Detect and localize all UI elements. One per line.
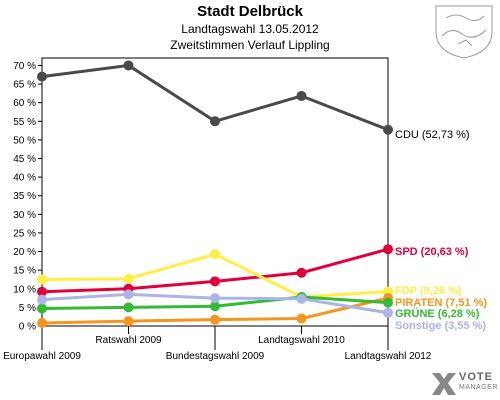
y-tick-label: 45 % xyxy=(13,154,36,165)
data-point-cdu xyxy=(123,60,134,71)
y-tick-label: 50 % xyxy=(13,135,36,146)
data-point-cdu xyxy=(210,116,220,127)
x-tick-label: Ratswahl 2009 xyxy=(95,335,162,346)
vote-manager-logo-icon: VOTE MANAGER xyxy=(430,369,498,397)
y-tick-label: 40 % xyxy=(13,173,36,184)
data-point-sonstige xyxy=(123,289,134,300)
y-tick-label: 30 % xyxy=(13,210,36,221)
data-point-cdu xyxy=(296,90,307,101)
x-tick-label: Bundestagswahl 2009 xyxy=(166,351,265,362)
y-tick-label: 55 % xyxy=(13,117,36,128)
y-tick-label: 15 % xyxy=(13,266,36,277)
data-point-sonstige xyxy=(383,307,393,318)
y-tick-label: 25 % xyxy=(13,228,36,239)
y-tick-label: 0 % xyxy=(19,322,36,333)
data-point-piraten xyxy=(123,316,134,327)
y-tick-label: 70 % xyxy=(13,61,36,72)
data-point-grüne xyxy=(37,303,47,314)
data-point-fdp xyxy=(210,249,220,260)
data-point-sonstige xyxy=(296,293,307,304)
y-tick-label: 10 % xyxy=(13,284,36,295)
data-point-grüne xyxy=(210,301,220,312)
chart-subtitle-2: Zweitstimmen Verlauf Lippling xyxy=(170,38,330,52)
data-point-fdp xyxy=(123,273,134,284)
series-label-spd: SPD (20,63 %) xyxy=(395,246,469,258)
y-tick-label: 5 % xyxy=(19,303,36,314)
x-tick-label: Europawahl 2009 xyxy=(3,351,81,362)
y-tick-label: 65 % xyxy=(13,80,36,91)
y-tick-label: 35 % xyxy=(13,191,36,202)
series-label-grüne: GRÜNE (6,28 %) xyxy=(395,307,480,320)
series-label-fdp: FDP (9,26 %) xyxy=(395,285,462,297)
data-point-grüne xyxy=(383,297,393,308)
series-label-sonstige: Sonstige (3,55 %) xyxy=(395,320,486,332)
data-point-piraten xyxy=(210,314,220,325)
watermark-brand-top: VOTE xyxy=(459,371,493,383)
data-point-cdu xyxy=(383,124,393,135)
series-label-cdu: CDU (52,73 %) xyxy=(395,129,470,141)
data-point-spd xyxy=(296,267,307,278)
data-point-fdp xyxy=(37,274,47,285)
chart-subtitle: Landtagswahl 13.05.2012 xyxy=(181,22,319,36)
chart-title: Stadt Delbrück xyxy=(197,3,303,20)
y-tick-label: 60 % xyxy=(13,98,36,109)
data-point-piraten xyxy=(37,318,47,329)
data-point-spd xyxy=(210,276,220,287)
data-point-cdu xyxy=(37,71,47,82)
series-label-piraten: PIRATEN (7,51 %) xyxy=(395,297,487,309)
x-tick-label: Landtagswahl 2012 xyxy=(345,351,432,362)
data-point-sonstige xyxy=(37,294,47,305)
data-point-spd xyxy=(383,244,393,255)
data-point-grüne xyxy=(123,302,134,313)
data-point-piraten xyxy=(296,313,307,324)
watermark-brand-bottom: MANAGER xyxy=(459,384,498,391)
x-tick-label: Landtagswahl 2010 xyxy=(258,335,345,346)
y-tick-label: 20 % xyxy=(13,247,36,258)
data-point-spd xyxy=(37,286,47,297)
data-point-sonstige xyxy=(210,293,220,304)
